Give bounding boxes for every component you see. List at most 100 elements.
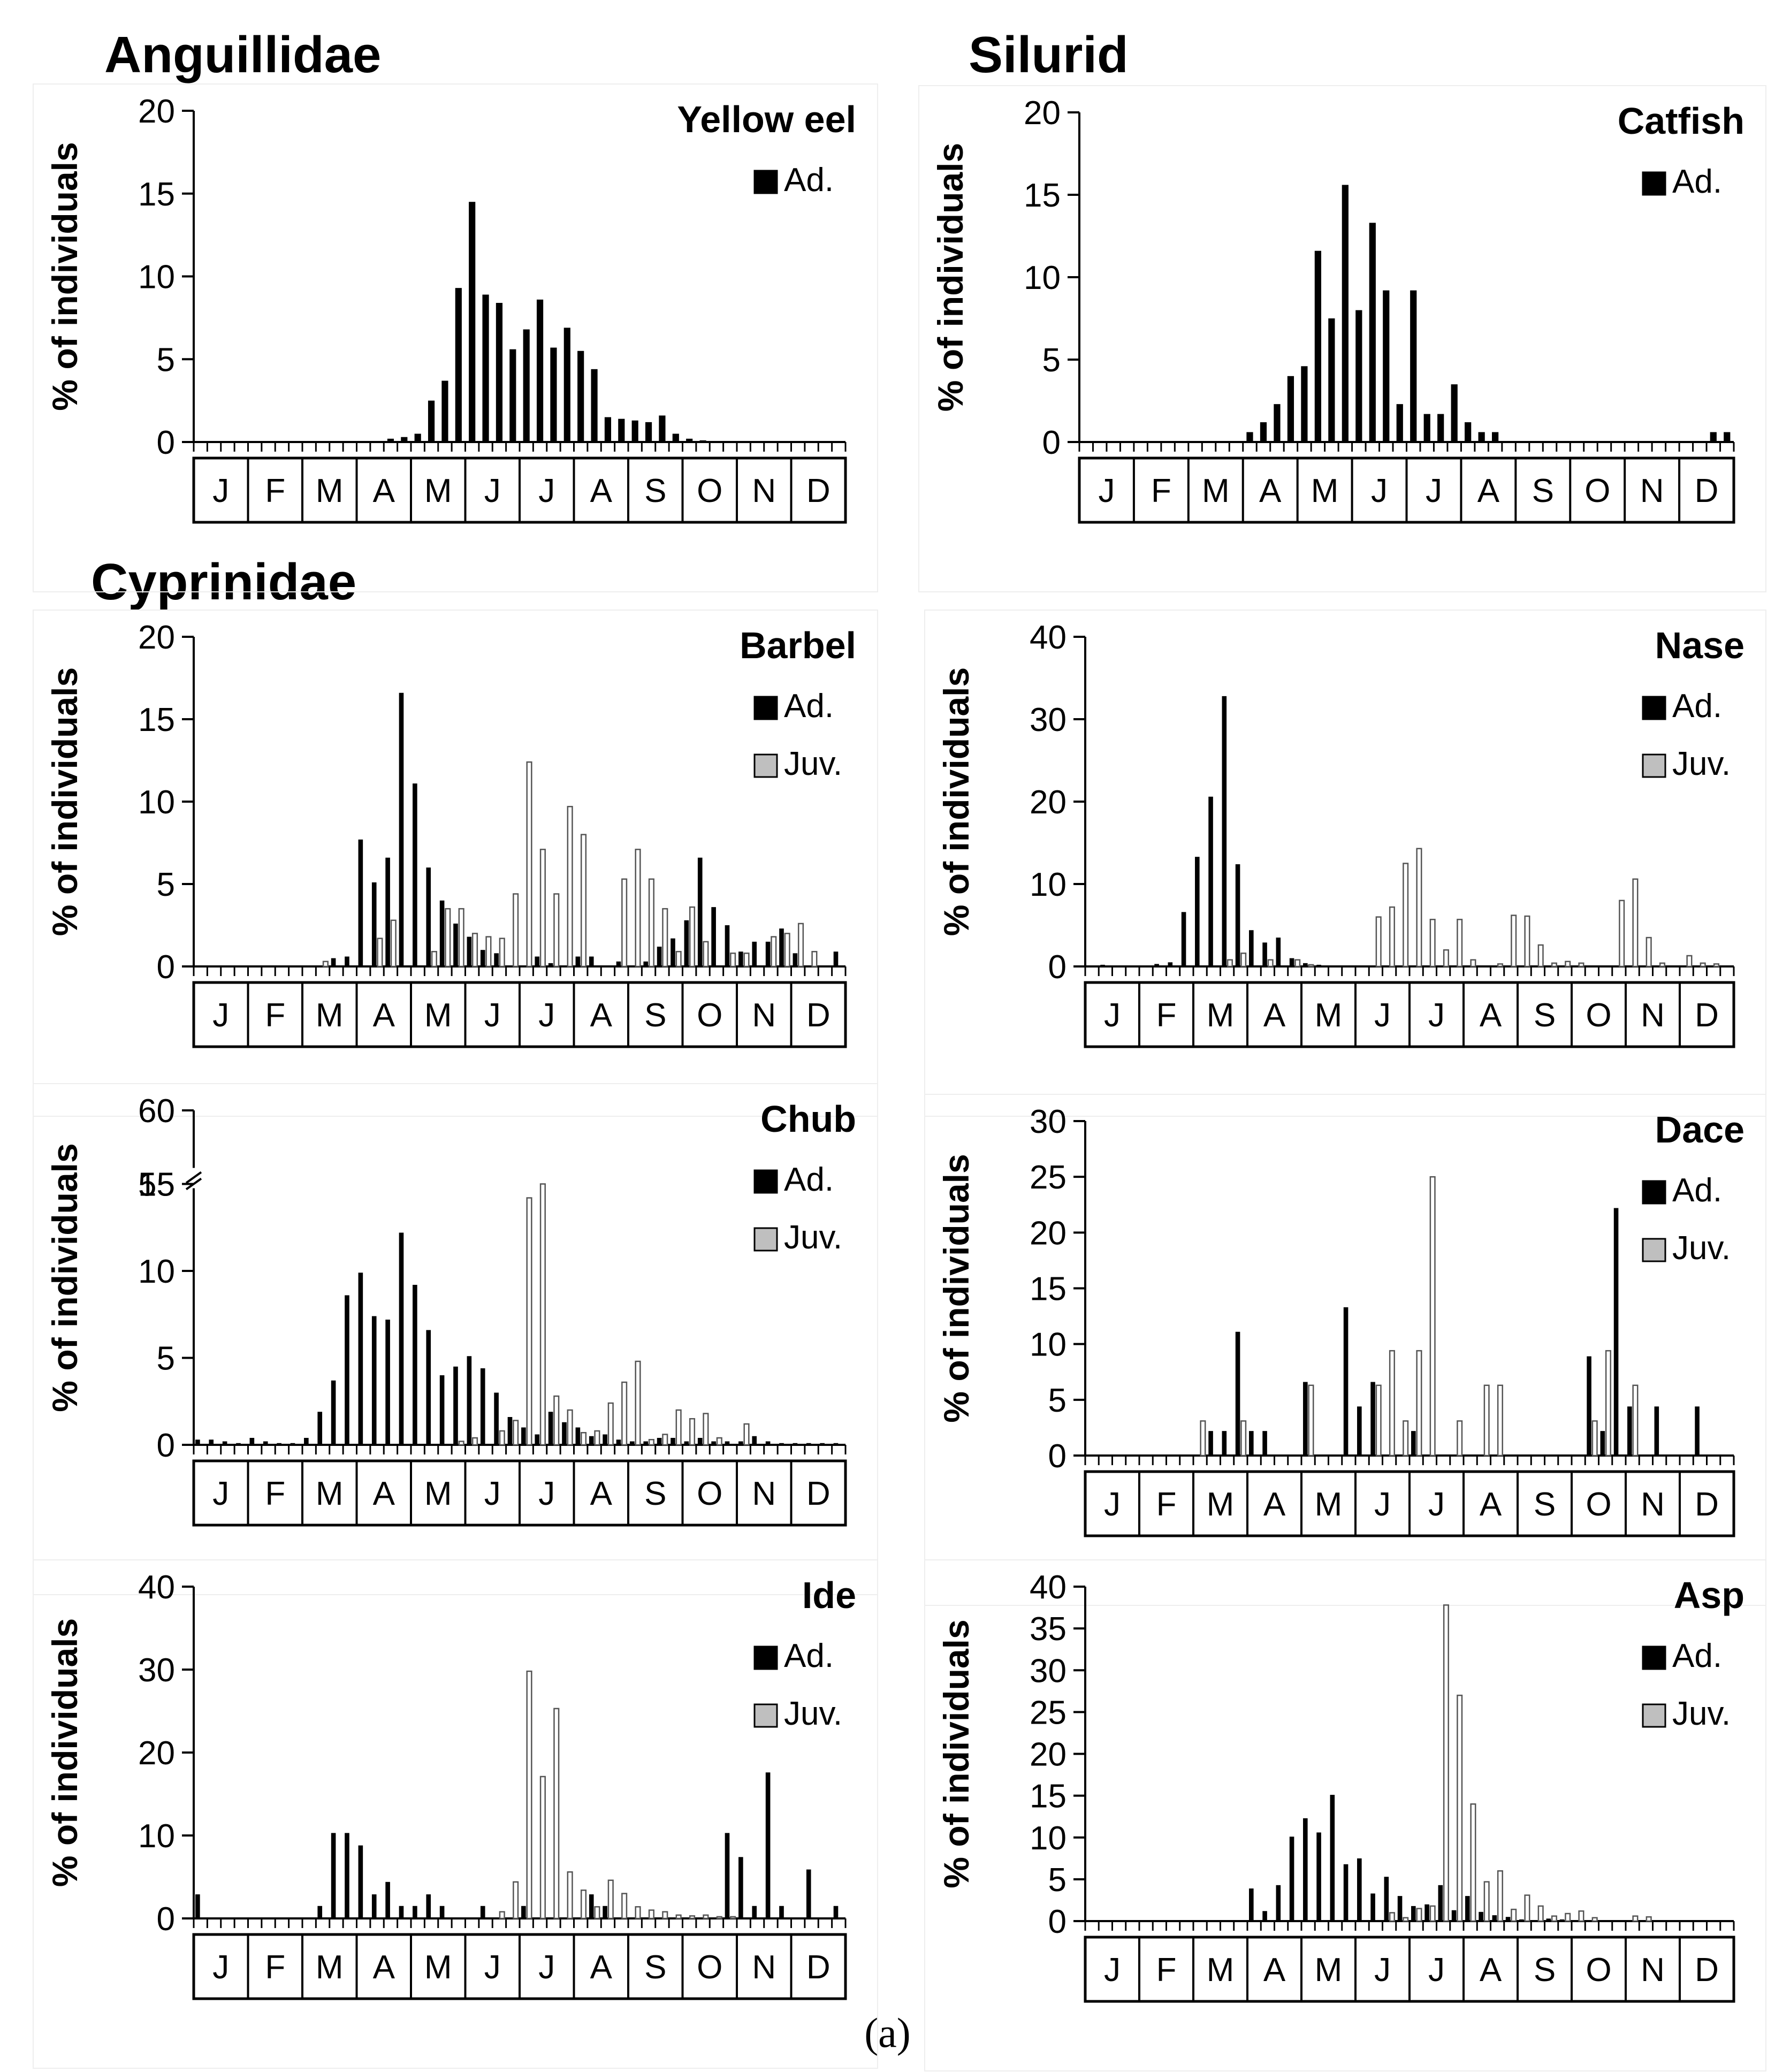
- legend-swatch-juvenile: [1642, 1238, 1666, 1262]
- bar-juvenile: [1457, 1694, 1463, 1922]
- bar-adult: [439, 900, 445, 966]
- bar-juvenile: [1443, 949, 1449, 968]
- bar-juvenile: [648, 1909, 654, 1919]
- species-title: Yellow eel: [677, 98, 856, 140]
- bar-juvenile: [377, 938, 383, 968]
- y-tick-label: 10: [138, 784, 175, 821]
- bar-adult: [371, 882, 377, 966]
- month-label: O: [1586, 1952, 1611, 1989]
- species-title: Catfish: [1618, 100, 1744, 142]
- bar-adult: [482, 294, 489, 442]
- y-tick-label: 10: [1030, 866, 1066, 903]
- bar-juvenile: [689, 1418, 696, 1446]
- bar-adult: [1222, 696, 1227, 966]
- bar-adult: [453, 1366, 458, 1445]
- bar-juvenile: [607, 1402, 614, 1446]
- bar-juvenile: [743, 1423, 750, 1446]
- bar-adult: [1357, 1858, 1362, 1921]
- legend-label-juvenile: Juv.: [1672, 1230, 1731, 1267]
- bar-adult: [1208, 796, 1213, 966]
- bar-adult: [536, 299, 544, 442]
- month-label: D: [1695, 473, 1719, 509]
- bar-juvenile: [499, 1911, 505, 1919]
- bar-juvenile: [1457, 918, 1463, 968]
- bar-adult: [1438, 1885, 1443, 1921]
- bar-adult: [1303, 1382, 1308, 1456]
- bar-adult: [209, 1439, 214, 1445]
- bar-juvenile: [675, 1914, 682, 1919]
- legend-label-adult: Ad.: [784, 1161, 834, 1198]
- month-label: D: [806, 997, 831, 1034]
- month-label: F: [1156, 1486, 1177, 1523]
- bar-juvenile: [1619, 900, 1625, 968]
- bar-adult: [1695, 1406, 1700, 1456]
- bar-adult: [618, 418, 625, 442]
- bar-adult: [1249, 930, 1254, 966]
- bar-adult: [371, 1894, 377, 1918]
- panel-frame: [33, 83, 878, 592]
- y-tick-label: 15: [1030, 1271, 1066, 1308]
- bar-juvenile: [567, 805, 573, 968]
- y-tick-label: 25: [1030, 1159, 1066, 1196]
- bar-adult: [428, 400, 435, 442]
- bar-adult: [1328, 318, 1335, 442]
- family-title-anguillidae: Anguillidae: [104, 26, 382, 83]
- month-label: N: [1640, 473, 1664, 509]
- bar-adult: [1451, 1910, 1457, 1921]
- bar-adult: [725, 1441, 730, 1445]
- bar-adult: [480, 950, 485, 966]
- bar-adult: [1519, 1919, 1524, 1921]
- bar-adult: [195, 1894, 200, 1918]
- bar-juvenile: [526, 1670, 532, 1919]
- bar-adult: [550, 347, 557, 442]
- month-label: N: [1641, 1486, 1665, 1523]
- bar-adult: [1710, 432, 1717, 442]
- bar-adult: [1424, 1904, 1429, 1921]
- bar-juvenile: [662, 908, 668, 968]
- bar-adult: [249, 1438, 255, 1445]
- bar-adult: [616, 1439, 621, 1445]
- month-label: J: [1374, 1952, 1391, 1989]
- bar-juvenile: [662, 1911, 668, 1919]
- bar-juvenile: [513, 893, 519, 968]
- month-label: A: [373, 1949, 395, 1986]
- bar-adult: [591, 369, 598, 442]
- legend-swatch-juvenile: [753, 1227, 778, 1252]
- bar-juvenile: [607, 1879, 614, 1919]
- bar-adult: [603, 1906, 607, 1918]
- month-label: J: [1428, 1486, 1445, 1523]
- y-tick-label: 15: [138, 1167, 175, 1203]
- y-axis-title: % of individuals: [936, 1619, 976, 1888]
- month-label: J: [484, 1949, 501, 1986]
- bar-juvenile: [797, 923, 804, 968]
- bar-adult: [1289, 1837, 1294, 1921]
- y-tick-label: 10: [1024, 260, 1061, 296]
- bar-juvenile: [594, 1906, 600, 1919]
- bar-adult: [725, 925, 730, 966]
- month-label: S: [1532, 473, 1554, 509]
- y-tick-label: 40: [138, 1569, 175, 1606]
- legend-swatch-adult: [1642, 1180, 1666, 1205]
- bar-adult: [494, 1392, 499, 1445]
- month-label: M: [1202, 473, 1230, 509]
- bar-adult: [345, 1295, 349, 1445]
- bar-juvenile: [1403, 1420, 1409, 1457]
- bar-adult: [1342, 185, 1349, 442]
- month-label: F: [265, 1949, 285, 1986]
- species-title: Asp: [1674, 1574, 1744, 1616]
- bar-juvenile: [621, 1893, 628, 1919]
- bar-juvenile: [1497, 1870, 1503, 1922]
- bar-juvenile: [1605, 1350, 1611, 1457]
- bar-adult: [657, 1438, 662, 1445]
- y-axis-title: % of individuals: [45, 142, 85, 410]
- species-title: Ide: [802, 1574, 856, 1616]
- y-tick-label: 0: [1048, 1903, 1066, 1940]
- y-axis-title: % of individuals: [45, 667, 85, 936]
- bar-juvenile: [635, 1360, 641, 1446]
- bar-adult: [1181, 912, 1186, 966]
- legend-swatch-juvenile: [753, 753, 778, 778]
- bar-juvenile: [675, 951, 682, 968]
- bar-adult: [523, 329, 530, 442]
- bar-adult: [521, 1427, 526, 1445]
- month-label: M: [316, 473, 344, 509]
